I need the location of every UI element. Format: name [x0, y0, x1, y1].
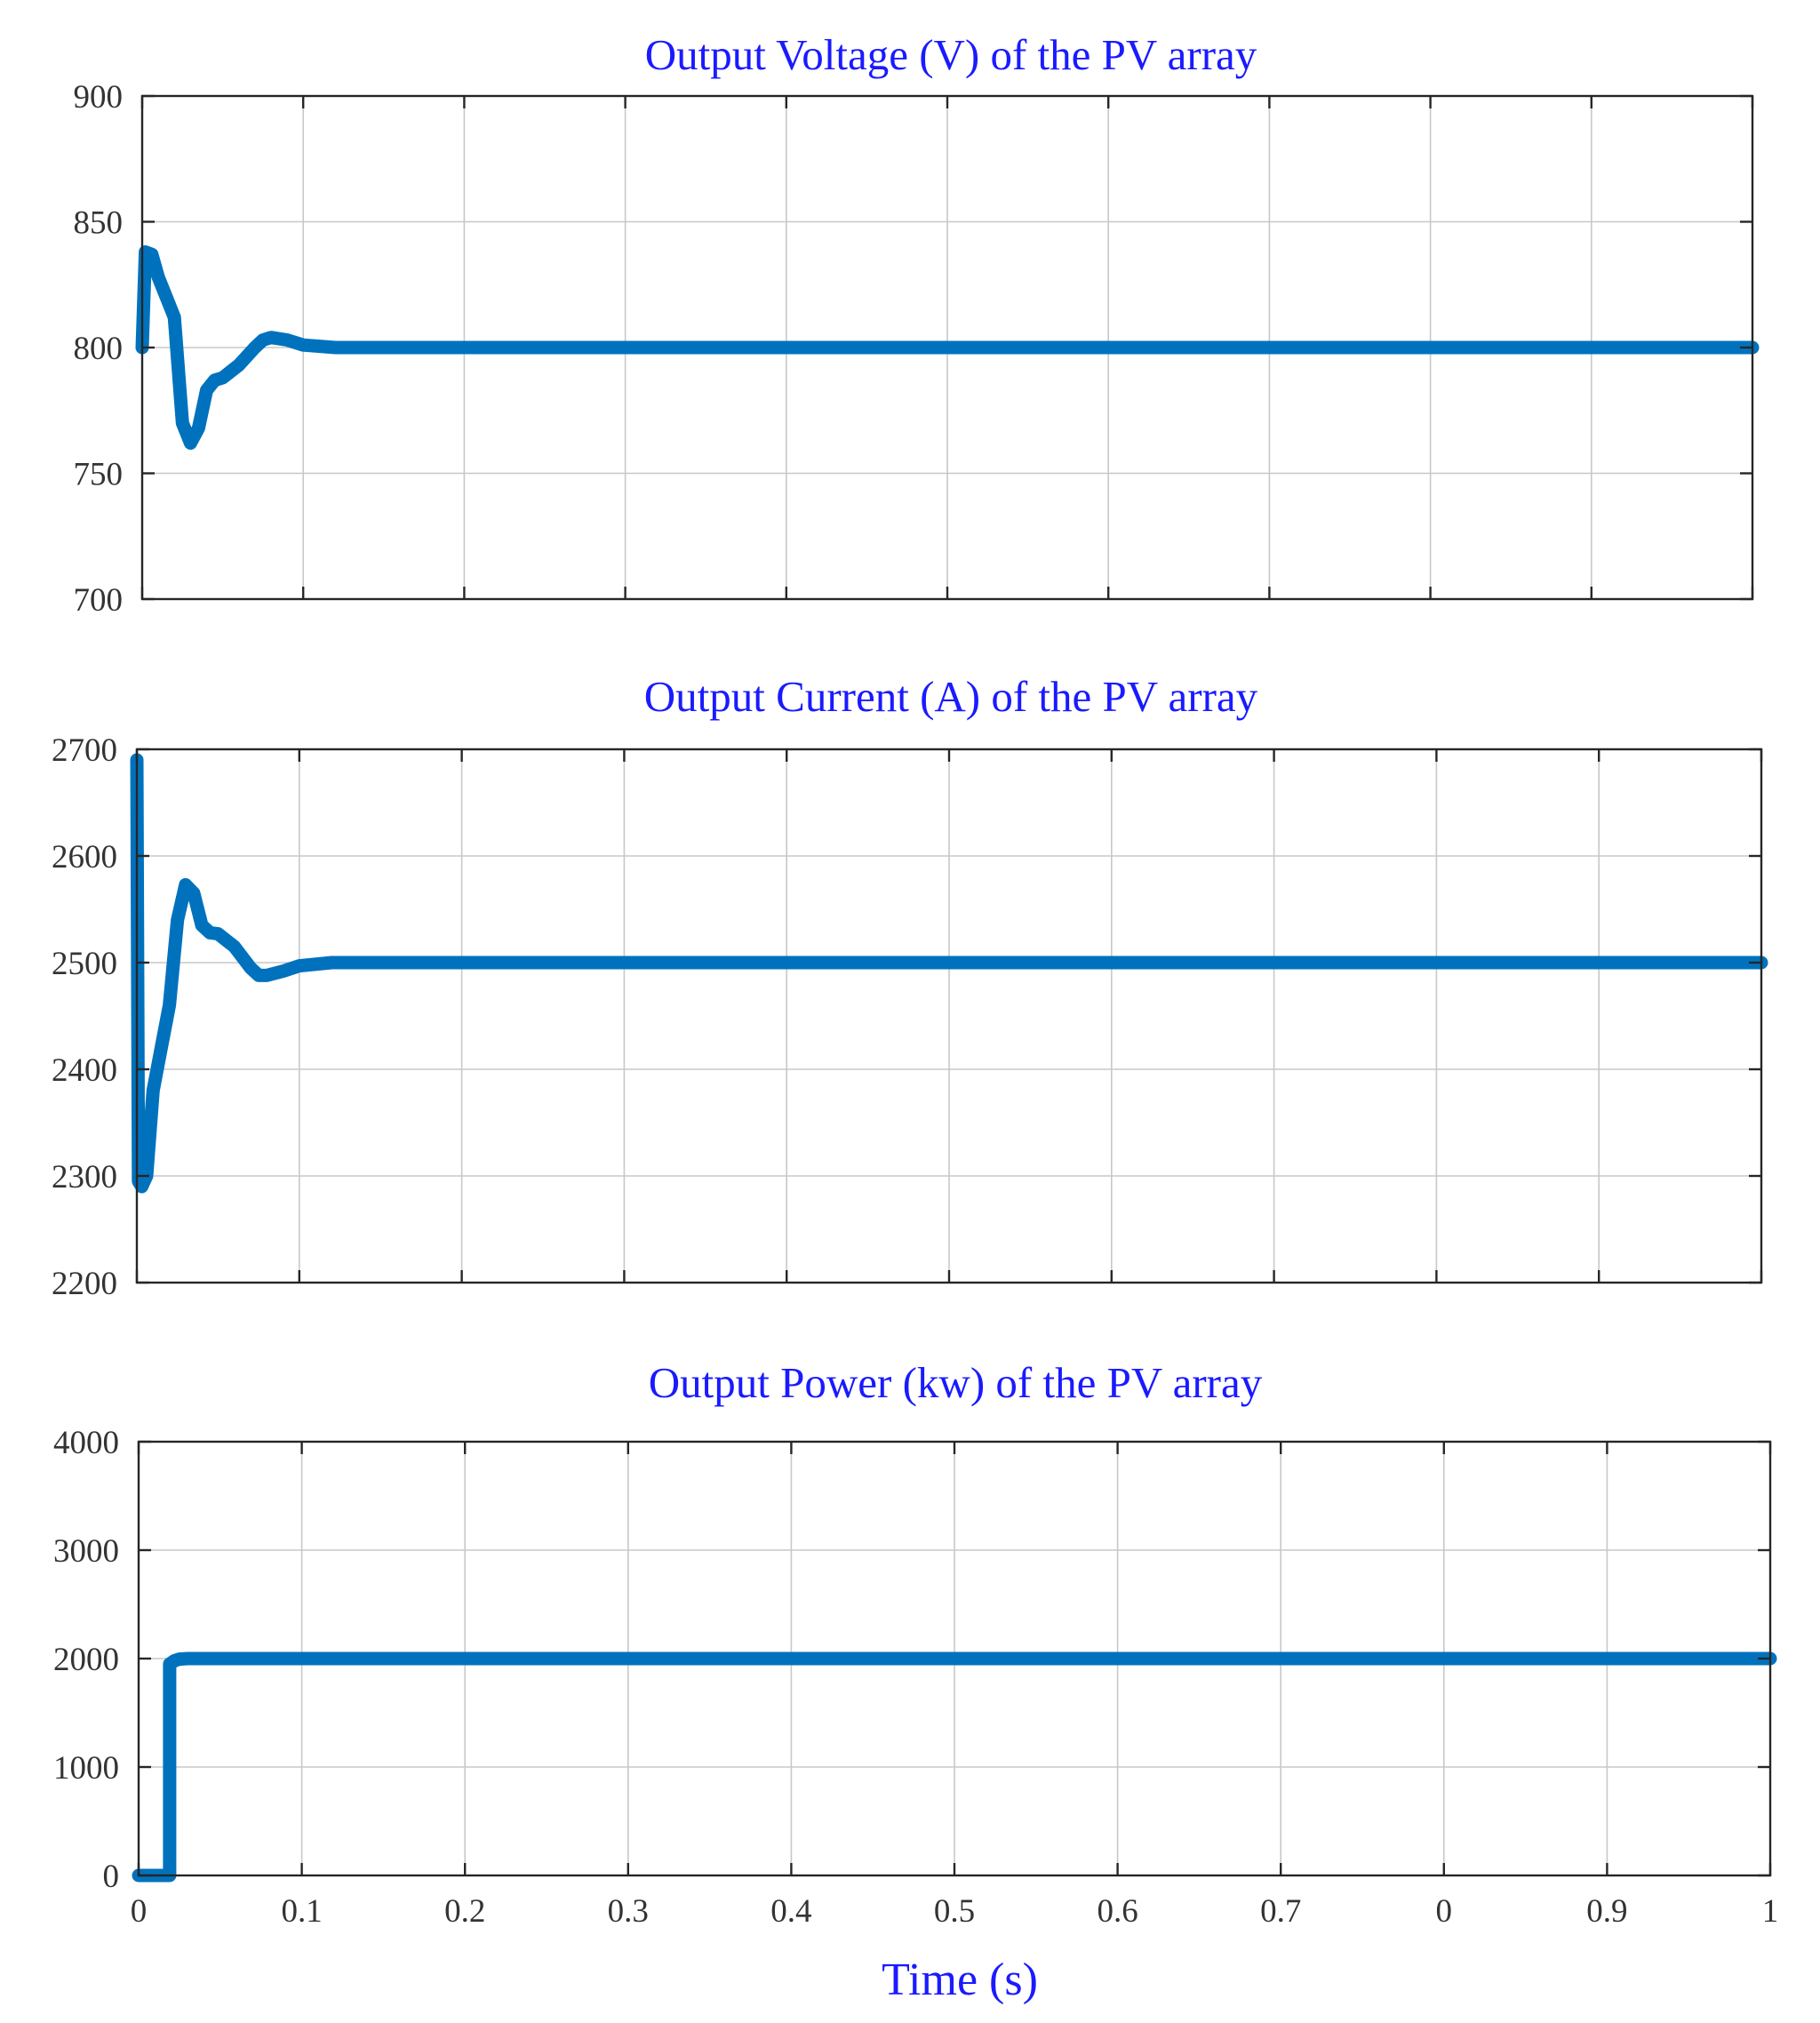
current-panel: Output Current (A) of the PV array 22002…: [52, 672, 1768, 1302]
power-x-tick-label: 0.4: [770, 1893, 811, 1930]
power-series-line: [132, 1651, 1777, 1883]
power-trace: [132, 1651, 1777, 1883]
power-x-tick-label: 0: [131, 1893, 148, 1930]
power-x-tick-label: 0.3: [608, 1893, 649, 1930]
voltage-title: Output Voltage (V) of the PV array: [645, 30, 1257, 79]
power-panel: Output Power (kw) of the PV array 0 0.1 0.…: [53, 1358, 1778, 1930]
voltage-y-tick-label: 700: [74, 582, 124, 619]
power-x-tick-label: 0.2: [444, 1893, 485, 1930]
power-x-tick-label: 0.9: [1586, 1893, 1627, 1930]
current-y-tick-label: 2300: [52, 1159, 117, 1195]
current-series-ripple: [296, 956, 1765, 972]
power-ticks: 0 0.1 0.2 0.3 0.4 0.5 0.6 0.7 0 0.9 1 0 1000 2000 3000…: [53, 1425, 1778, 1930]
current-grid: [137, 749, 1761, 1283]
power-y-tick-label: 0: [103, 1859, 120, 1895]
power-x-tick-label: 0.1: [281, 1893, 322, 1930]
voltage-y-tick-label: 750: [74, 457, 124, 493]
current-y-tick-label: 2700: [52, 732, 117, 769]
power-x-tick-label: 0.7: [1260, 1893, 1301, 1930]
power-y-tick-label: 1000: [53, 1750, 119, 1787]
x-axis-label: Time (s): [882, 1955, 1038, 2005]
voltage-trace: [135, 245, 1760, 450]
power-y-tick-label: 4000: [53, 1425, 119, 1461]
power-y-tick-label: 3000: [53, 1533, 119, 1570]
voltage-panel: Output Voltage (V) of the PV array 700 75…: [74, 30, 1760, 619]
voltage-y-tick-label: 900: [74, 79, 124, 116]
power-x-tick-label: 0: [1436, 1893, 1453, 1930]
voltage-ticks: 700 750 800 850 900: [74, 79, 1754, 619]
voltage-y-tick-label: 800: [74, 331, 124, 367]
power-x-tick-label: 0.5: [934, 1893, 975, 1930]
current-trace: [130, 753, 1768, 1194]
power-x-tick-label: 0.6: [1097, 1893, 1138, 1930]
voltage-series-ripple: [299, 339, 1756, 354]
power-title: Output Power (kw) of the PV array: [649, 1358, 1263, 1407]
current-y-tick-label: 2200: [52, 1266, 117, 1302]
power-y-tick-label: 2000: [53, 1642, 119, 1678]
current-y-tick-label: 2500: [52, 946, 117, 982]
current-ticks: 2200 2300 2400 2500 2600 2700: [52, 732, 1763, 1302]
current-y-tick-label: 2600: [52, 839, 117, 876]
current-title: Output Current (A) of the PV array: [644, 672, 1258, 721]
voltage-y-tick-label: 850: [74, 205, 124, 242]
current-y-tick-label: 2400: [52, 1052, 117, 1089]
power-x-tick-label: 1: [1762, 1893, 1779, 1930]
